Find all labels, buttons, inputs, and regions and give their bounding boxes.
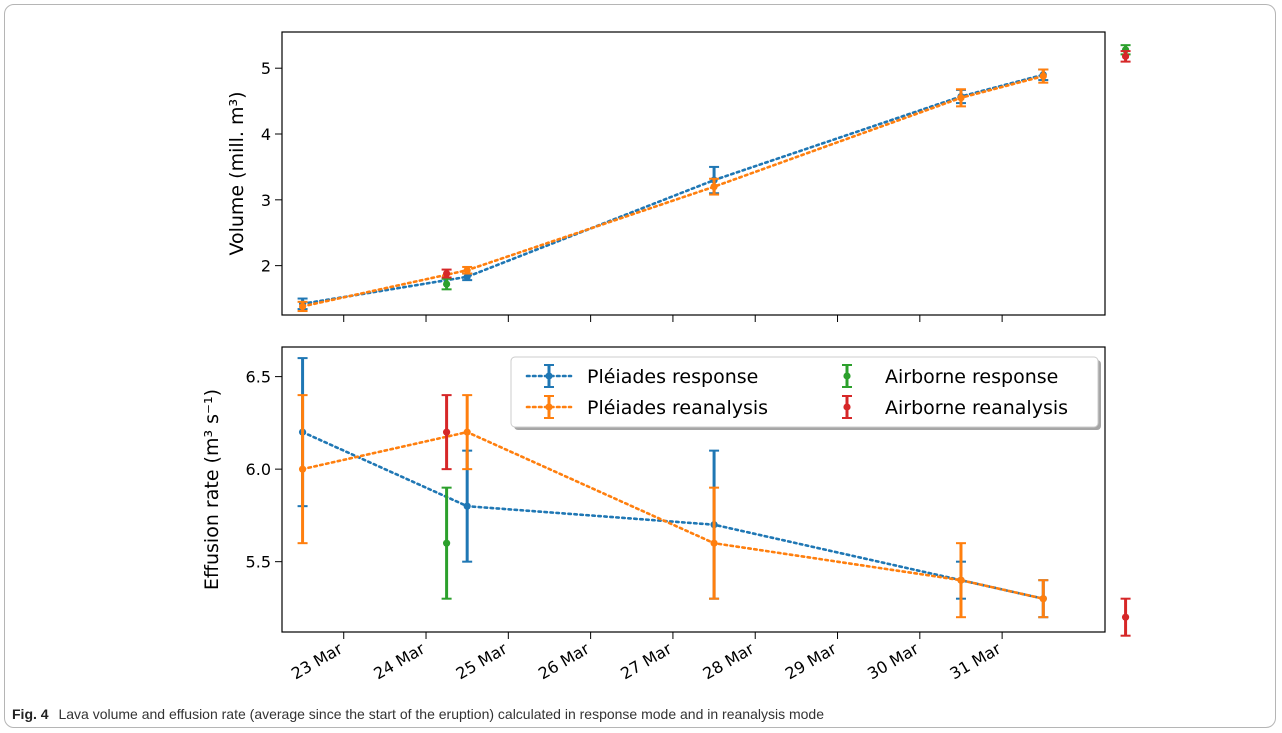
data-point [710,539,718,547]
x-tick-label: 25 Mar [453,639,511,683]
data-point [443,269,451,278]
y-tick-label: 4 [261,125,271,144]
figure-caption: Fig. 4 Lava volume and effusion rate (av… [12,706,1272,722]
legend-label: Airborne response [885,366,1058,388]
x-tick-label: 31 Mar [946,639,1004,683]
x-tick-label: 27 Mar [617,639,675,683]
legend-item-pleiades-reanalysis: Pléiades reanalysis [525,395,768,419]
axes-frame [281,31,1106,316]
caption-label: Fig. 4 [12,706,49,722]
axes-frame [281,346,1106,633]
data-point [443,539,451,547]
x-tick-label: 29 Mar [782,639,840,683]
series-airborne-reanalysis [441,394,1131,637]
x-tick-label: 26 Mar [535,639,593,683]
figure-frame [4,4,1276,728]
legend-label: Pléiades reanalysis [587,397,768,419]
series-pleiades-reanalysis [297,394,1049,619]
data-point [463,266,471,274]
chart-panel-1: 2 3 4 5 Volume (mill. m³) [226,31,1131,322]
data-point [710,183,718,191]
y-axis-label: Effusion rate (m³ s⁻¹) [201,389,223,590]
x-tick-label: 28 Mar [700,639,758,683]
data-point [957,576,965,584]
series-pleiades-response [297,68,1049,311]
series-line-pleiades-response [301,430,1045,601]
data-point [1039,595,1047,603]
y-tick-label: 2 [261,257,271,276]
legend-item-airborne-reanalysis: Airborne reanalysis [842,395,1068,419]
y-tick-label: 5 [261,59,271,78]
series-line-pleiades-reanalysis [301,74,1045,308]
y-axis-label: Volume (mill. m³) [226,91,248,255]
data-point [463,273,471,281]
legend-marker [545,372,553,380]
legend-marker [545,403,553,411]
series-airborne-response [441,486,452,600]
data-point [1039,72,1047,80]
y-tick-label: 5.5 [246,553,271,572]
x-tick-label: 23 Mar [288,639,346,683]
y-tick-label: 3 [261,191,271,210]
legend-box [510,356,1099,428]
series-airborne-response [441,44,1131,291]
data-point [463,428,471,436]
y-tick-label: 6.5 [246,368,271,387]
legend-item-airborne-response: Airborne response [842,364,1058,388]
x-tick-label: 24 Mar [370,639,428,683]
series-airborne-reanalysis [441,50,1131,279]
data-point [443,428,451,436]
legend: Pléiades response Pléiades reanalysis Airb… [510,356,1101,430]
chart-panel-2: 5.5 6.0 6.5 23 Mar 24 Mar 25 Mar 26 Mar 27 Mar 2… [201,346,1131,683]
x-tick-label: 30 Mar [864,639,922,683]
data-point [1121,613,1130,621]
data-point [298,302,307,311]
data-point [463,502,471,510]
legend-label: Airborne reanalysis [885,397,1068,419]
legend-label: Pléiades response [587,366,758,388]
legend-marker [843,372,851,380]
data-point [957,94,965,102]
data-point [1121,52,1130,60]
data-point [298,465,307,473]
legend-marker [843,403,851,411]
caption-text: Lava volume and effusion rate (average s… [58,706,824,722]
data-point [443,280,451,288]
y-tick-label: 6.0 [246,460,271,479]
legend-item-pleiades-response: Pléiades response [525,364,758,388]
series-pleiades-reanalysis [297,68,1049,313]
